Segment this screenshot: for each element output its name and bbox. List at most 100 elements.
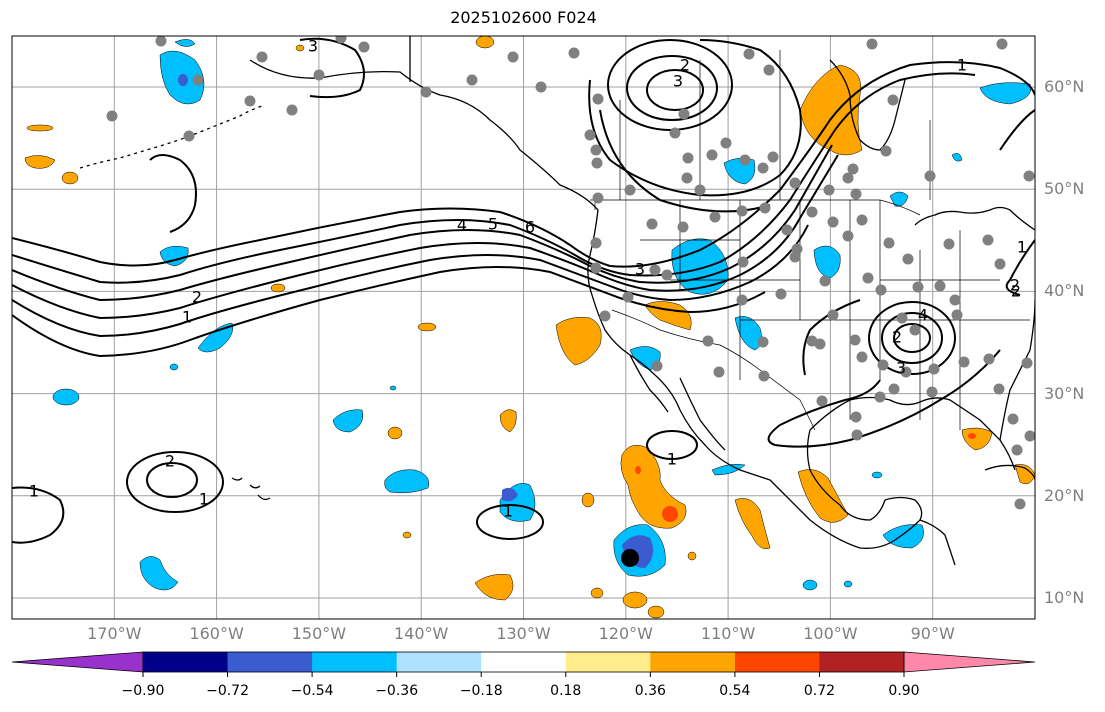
- station-dot: [584, 129, 596, 141]
- coastlines: [79, 36, 1035, 566]
- latitude-label: 20°N: [1044, 485, 1085, 505]
- station-dot: [1014, 498, 1026, 510]
- station-dot: [806, 206, 818, 218]
- colorbar-tick-label: 0.36: [634, 683, 666, 699]
- station-dot: [702, 335, 714, 347]
- colorbar-tick-label: 0.90: [888, 683, 920, 699]
- station-dot: [720, 137, 732, 149]
- station-dot: [896, 312, 908, 324]
- station-dot: [256, 51, 268, 63]
- contour-label: 6: [525, 218, 535, 237]
- station-dot: [507, 51, 519, 63]
- station-dot: [646, 218, 658, 230]
- contour-label: 1: [29, 482, 39, 501]
- station-dot: [599, 310, 611, 322]
- station-dot: [106, 110, 118, 122]
- station-dot: [994, 258, 1006, 270]
- station-dot: [758, 370, 770, 382]
- station-dot: [775, 288, 787, 300]
- station-dot: [681, 172, 693, 184]
- latitude-label: 30°N: [1044, 383, 1085, 403]
- station-dot: [313, 69, 325, 81]
- station-dot: [737, 256, 749, 268]
- station-dot: [420, 86, 432, 98]
- station-dot: [590, 262, 602, 274]
- contour-label: 2: [165, 452, 175, 471]
- station-dot: [763, 64, 775, 76]
- station-dot: [739, 154, 751, 166]
- station-dot: [669, 127, 681, 139]
- station-dot: [883, 237, 895, 249]
- station-dot: [982, 234, 994, 246]
- station-dot: [856, 351, 868, 363]
- contour-label: 2: [192, 288, 202, 307]
- contour-lines: [12, 37, 1035, 544]
- station-dot: [816, 395, 828, 407]
- station-dot: [244, 95, 256, 107]
- station-dot: [358, 41, 370, 53]
- latitude-label: 60°N: [1044, 77, 1085, 96]
- longitude-label: 130°W: [496, 624, 551, 643]
- longitude-label: 140°W: [394, 624, 449, 643]
- station-dot: [736, 205, 748, 217]
- station-dot: [1024, 430, 1035, 442]
- station-dot: [850, 411, 862, 423]
- anomaly-shading: [24, 36, 1035, 619]
- station-dot: [677, 221, 689, 233]
- station-dot: [706, 149, 718, 161]
- storm-center-marker: [621, 549, 639, 567]
- station-dot: [996, 38, 1008, 50]
- station-dot: [694, 184, 706, 196]
- station-dot: [590, 237, 602, 249]
- station-dot: [958, 356, 970, 368]
- station-dot: [286, 104, 298, 116]
- contour-label: 3: [308, 37, 318, 56]
- station-dot: [155, 36, 167, 47]
- station-dot: [678, 108, 690, 120]
- longitude-label: 160°W: [189, 624, 244, 643]
- latitude-label: 50°N: [1044, 179, 1085, 199]
- station-dot: [713, 366, 725, 378]
- station-dot: [535, 81, 547, 93]
- station-dot: [951, 309, 963, 321]
- station-dot: [862, 272, 874, 284]
- contour-label: 1: [503, 502, 513, 521]
- station-dot: [1023, 170, 1035, 182]
- contour-label: 4: [457, 216, 467, 235]
- station-dot: [849, 334, 861, 346]
- station-dot: [591, 157, 603, 169]
- contour-label: 3: [635, 260, 645, 279]
- map-title: 2025102600 F024: [450, 8, 597, 27]
- latitude-label: 10°N: [1044, 588, 1085, 607]
- station-dot: [874, 391, 886, 403]
- colorbar-tick-label: −0.18: [459, 683, 503, 699]
- station-dot: [851, 429, 863, 441]
- contour-label: 3: [896, 359, 906, 378]
- station-dot: [943, 238, 955, 250]
- station-dot: [928, 363, 940, 375]
- station-dot: [466, 74, 478, 86]
- station-dot: [827, 216, 839, 228]
- map-frame: [11, 35, 1036, 620]
- station-dot: [924, 170, 936, 182]
- station-dot: [912, 281, 924, 293]
- station-dot: [622, 291, 634, 303]
- station-dot: [934, 280, 946, 292]
- longitude-label: 150°W: [291, 624, 347, 643]
- station-dot: [682, 152, 694, 164]
- colorbar-tick-label: 0.54: [719, 683, 751, 699]
- contour-label: 3: [673, 72, 683, 91]
- station-dot: [993, 383, 1005, 395]
- longitude-label: 90°W: [910, 624, 955, 643]
- colorbar-tick-label: −0.90: [121, 683, 165, 699]
- station-dot: [736, 294, 748, 306]
- colorbar-tick-label: 0.18: [550, 683, 582, 699]
- station-dot: [192, 74, 204, 86]
- station-dot: [842, 230, 854, 242]
- station-dot: [759, 202, 771, 214]
- contour-label: 1: [182, 308, 192, 327]
- station-markers: [106, 36, 1035, 510]
- station-dot: [757, 336, 769, 348]
